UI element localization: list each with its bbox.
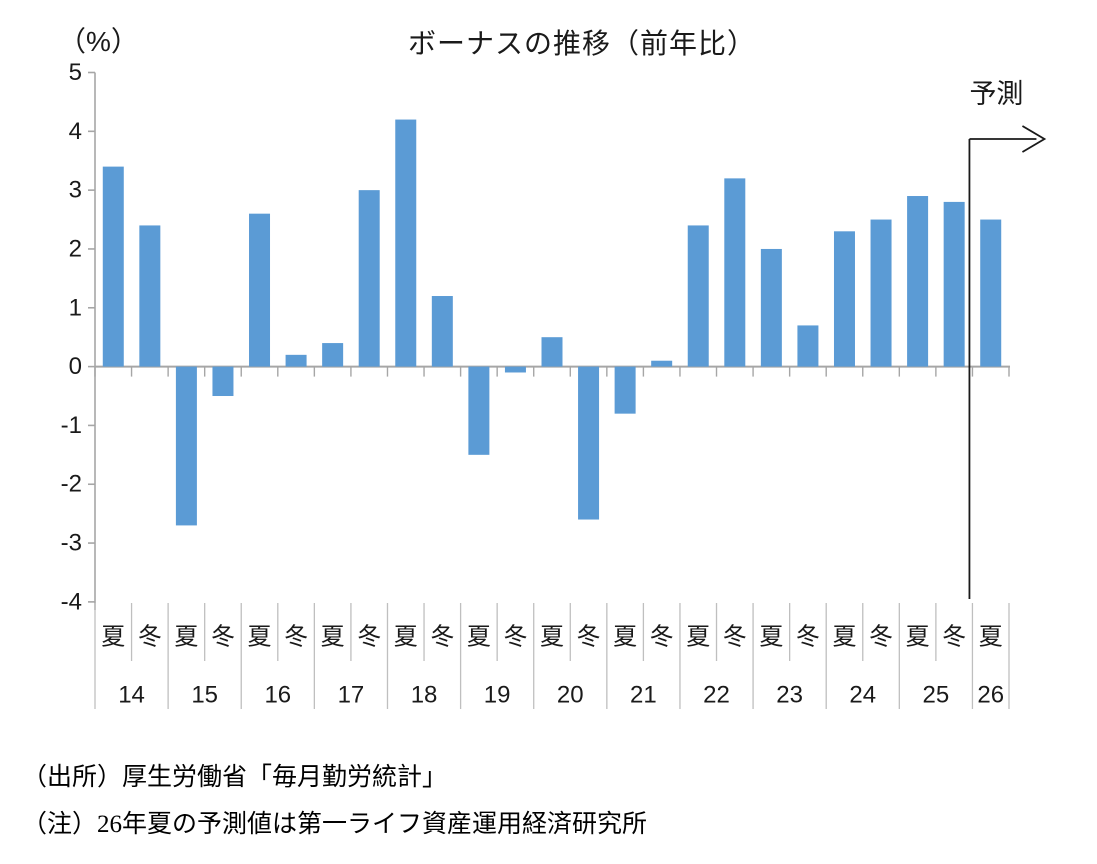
y-axis-tick-label: -1	[61, 412, 82, 439]
y-axis-tick-label: 2	[69, 235, 82, 262]
bar-26-summer	[980, 219, 1002, 367]
season-label: 冬	[357, 624, 381, 651]
bar-16-winter	[285, 354, 307, 367]
bar-25-winter	[943, 201, 965, 367]
season-label: 夏	[394, 624, 418, 651]
bar-15-winter	[212, 366, 234, 397]
y-axis-tick-label: 0	[69, 353, 82, 380]
year-label: 19	[484, 682, 511, 709]
year-label: 26	[977, 682, 1004, 709]
season-label: 冬	[723, 624, 747, 651]
season-label: 夏	[613, 624, 637, 651]
bar-22-summer	[687, 225, 709, 367]
forecast-label: 予測	[969, 79, 1023, 109]
year-label: 24	[849, 682, 876, 709]
season-label: 夏	[686, 624, 710, 651]
season-label: 夏	[321, 624, 345, 651]
season-label: 夏	[248, 624, 272, 651]
season-label: 冬	[650, 624, 674, 651]
bar-14-summer	[102, 166, 124, 367]
season-label: 冬	[503, 624, 527, 651]
season-label: 冬	[211, 624, 235, 651]
year-label: 15	[191, 682, 218, 709]
bar-23-winter	[797, 325, 819, 367]
year-label: 20	[557, 682, 584, 709]
season-label: 夏	[540, 624, 564, 651]
bar-21-summer	[614, 366, 636, 414]
season-label: 夏	[759, 624, 783, 651]
y-axis-unit-label: （%）	[58, 26, 139, 57]
bar-18-winter	[431, 296, 453, 367]
bar-21-winter	[651, 360, 673, 367]
season-label: 冬	[942, 624, 966, 651]
bar-17-summer	[322, 343, 344, 367]
bar-20-winter	[578, 366, 600, 520]
year-label: 23	[776, 682, 803, 709]
y-axis-tick-label: 4	[69, 118, 82, 145]
bar-15-summer	[175, 366, 197, 526]
bar-23-summer	[760, 248, 782, 367]
year-label: 16	[264, 682, 291, 709]
bar-18-summer	[395, 119, 417, 367]
season-label: 冬	[138, 624, 162, 651]
bar-chart: 543210-1-2-3-4夏冬夏冬夏冬夏冬夏冬夏冬夏冬夏冬夏冬夏冬夏冬夏冬夏1…	[61, 59, 1047, 709]
season-label: 夏	[906, 624, 930, 651]
bar-17-winter	[358, 190, 380, 367]
source-note: （出所）厚生労働省「毎月勤労統計」	[22, 764, 448, 791]
bar-19-summer	[468, 366, 490, 455]
chart-title: ボーナスの推移（前年比）	[407, 28, 757, 59]
bar-20-summer	[541, 337, 563, 367]
season-label: 夏	[101, 624, 125, 651]
bar-24-winter	[870, 219, 892, 367]
chart-notes: （出所）厚生労働省「毎月勤労統計」 （注）26年夏の予測値は第一ライフ資産運用経…	[22, 754, 647, 848]
bar-24-summer	[833, 231, 855, 367]
season-label: 夏	[174, 624, 198, 651]
bar-14-winter	[139, 225, 161, 367]
forecast-note: （注）26年夏の予測値は第一ライフ資産運用経済研究所	[22, 811, 648, 838]
year-label: 21	[630, 682, 657, 709]
year-label: 18	[411, 682, 438, 709]
season-label: 冬	[284, 624, 308, 651]
y-axis-tick-label: 1	[69, 294, 82, 321]
bar-16-summer	[249, 213, 271, 367]
y-axis-tick-label: 3	[69, 177, 82, 204]
y-axis-tick-label: -4	[61, 588, 82, 615]
bar-19-winter	[504, 366, 526, 373]
season-label: 夏	[467, 624, 491, 651]
year-label: 25	[923, 682, 950, 709]
year-label: 14	[118, 682, 145, 709]
bar-25-summer	[907, 196, 929, 367]
year-label: 17	[338, 682, 365, 709]
season-label: 冬	[869, 624, 893, 651]
year-label: 22	[703, 682, 730, 709]
y-axis-tick-label: -2	[61, 471, 82, 498]
forecast-arrow-head	[1021, 125, 1047, 153]
y-axis-tick-label: -3	[61, 530, 82, 557]
season-label: 夏	[832, 624, 856, 651]
bar-22-winter	[724, 178, 746, 367]
season-label: 夏	[979, 624, 1003, 651]
season-label: 冬	[796, 624, 820, 651]
season-label: 冬	[577, 624, 601, 651]
season-label: 冬	[430, 624, 454, 651]
y-axis-tick-label: 5	[69, 59, 82, 86]
